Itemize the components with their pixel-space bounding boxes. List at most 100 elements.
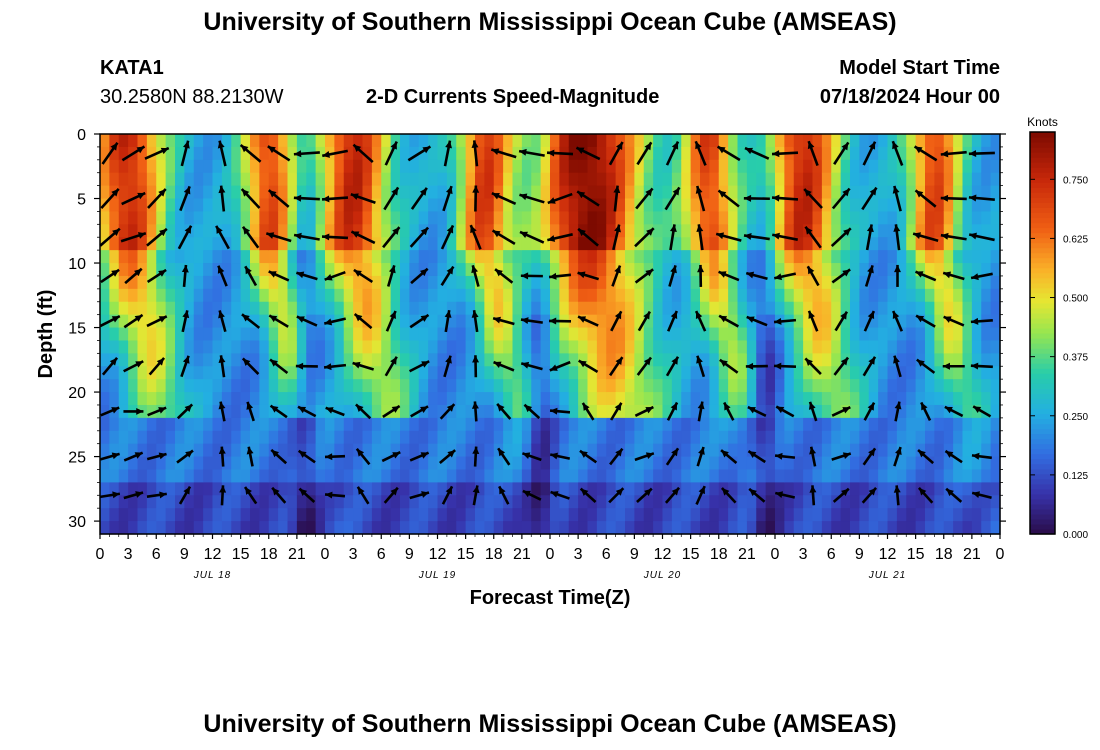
heatmap-cell xyxy=(287,211,298,225)
heatmap-cell xyxy=(231,521,242,535)
heatmap-cell xyxy=(943,340,954,354)
heatmap-cell xyxy=(587,379,598,393)
heatmap-cell xyxy=(896,198,907,213)
heatmap-cell xyxy=(456,159,467,174)
heatmap-cell xyxy=(193,482,204,496)
heatmap-cell xyxy=(737,172,748,187)
heatmap-cell xyxy=(953,185,964,200)
colorbar-segment xyxy=(1030,513,1055,520)
arrow-head xyxy=(471,140,479,148)
heatmap-cell xyxy=(550,327,560,342)
heatmap-cell xyxy=(156,508,167,522)
heatmap-cell xyxy=(362,172,373,187)
arrow-head xyxy=(136,407,144,415)
arrow-head xyxy=(644,488,652,497)
heatmap-cell xyxy=(756,159,767,174)
arrow-head xyxy=(493,316,501,324)
heatmap-cell xyxy=(831,237,842,251)
heatmap-cell xyxy=(803,301,814,316)
colorbar-segment xyxy=(1030,423,1055,430)
heatmap-cell xyxy=(653,456,664,471)
heatmap-cell xyxy=(184,495,195,509)
heatmap-cell xyxy=(503,379,514,393)
heatmap-cell xyxy=(971,237,982,251)
heatmap-cell xyxy=(756,275,767,290)
heatmap-cell xyxy=(634,379,645,393)
heatmap-cell xyxy=(484,521,495,535)
heatmap-cell xyxy=(578,275,589,290)
heatmap-cell xyxy=(568,508,579,522)
heatmap-cell xyxy=(615,263,626,277)
heatmap-cell xyxy=(568,159,579,174)
current-arrow xyxy=(718,314,740,328)
heatmap-cell xyxy=(306,456,317,471)
heatmap-cell xyxy=(737,146,748,161)
current-arrow xyxy=(497,447,511,466)
current-arrow xyxy=(862,447,877,466)
heatmap-cell xyxy=(625,237,635,251)
arrow-head xyxy=(447,450,456,458)
heatmap-cell xyxy=(962,469,973,483)
heatmap-cell xyxy=(812,456,823,471)
heatmap-cell xyxy=(465,508,476,522)
heatmap-cell xyxy=(118,172,129,187)
heatmap-cell xyxy=(831,430,842,445)
heatmap-cell xyxy=(596,185,607,200)
heatmap-cell xyxy=(521,366,532,380)
arrow-head xyxy=(943,316,952,323)
heatmap-cell xyxy=(343,404,354,419)
heatmap-cell xyxy=(428,430,439,445)
current-arrow xyxy=(520,317,543,325)
heatmap-cell xyxy=(203,146,214,161)
heatmap-cell xyxy=(990,237,1001,251)
heatmap-cell xyxy=(184,146,195,161)
heatmap-cell xyxy=(896,353,907,367)
arrow-head xyxy=(547,197,556,204)
heatmap-cell xyxy=(278,314,289,329)
heatmap-cell xyxy=(662,159,673,174)
heatmap-cell xyxy=(690,482,701,496)
heatmap-cell xyxy=(990,301,1001,316)
colorbar-tick-label: 0.500 xyxy=(1063,294,1088,305)
heatmap-cell xyxy=(184,198,195,213)
current-arrow xyxy=(893,355,902,378)
heatmap-cell xyxy=(353,250,364,264)
arrow-head xyxy=(184,404,193,412)
heatmap-cell xyxy=(925,198,935,213)
heatmap-cell xyxy=(278,417,289,432)
heatmap-cell xyxy=(531,469,542,483)
heatmap-cell xyxy=(962,224,973,238)
x-tick-label: 12 xyxy=(654,546,672,563)
arrow-head xyxy=(156,357,165,366)
arrow-head xyxy=(893,355,900,364)
heatmap-cell xyxy=(371,301,382,316)
heatmap-cell xyxy=(409,327,420,342)
heatmap-cell xyxy=(803,198,814,213)
heatmap-cell xyxy=(521,134,532,148)
heatmap-cell xyxy=(137,275,148,290)
heatmap-cell xyxy=(259,172,270,187)
arrow-head xyxy=(576,147,585,154)
heatmap-cell xyxy=(643,134,654,148)
heatmap-cell xyxy=(446,146,457,161)
heatmap-cell xyxy=(381,443,392,458)
heatmap-cell xyxy=(381,250,392,264)
heatmap-cell xyxy=(653,327,664,342)
current-arrow xyxy=(773,362,797,370)
heatmap-cell xyxy=(709,198,720,213)
arrow-head xyxy=(137,192,146,200)
heatmap-cell xyxy=(428,275,439,290)
heatmap-cell xyxy=(990,469,1001,483)
heatmap-cell xyxy=(690,263,701,277)
heatmap-cell xyxy=(212,508,223,522)
heatmap-cell xyxy=(962,134,973,148)
heatmap-cell xyxy=(521,469,532,483)
heatmap-cell xyxy=(278,159,289,174)
heatmap-cell xyxy=(221,172,232,187)
heatmap-cell xyxy=(259,237,270,251)
heatmap-cell xyxy=(859,404,870,419)
arrow-head xyxy=(615,488,624,496)
heatmap-cell xyxy=(756,172,767,187)
heatmap-cell xyxy=(840,495,851,509)
heatmap-cell xyxy=(775,237,785,251)
